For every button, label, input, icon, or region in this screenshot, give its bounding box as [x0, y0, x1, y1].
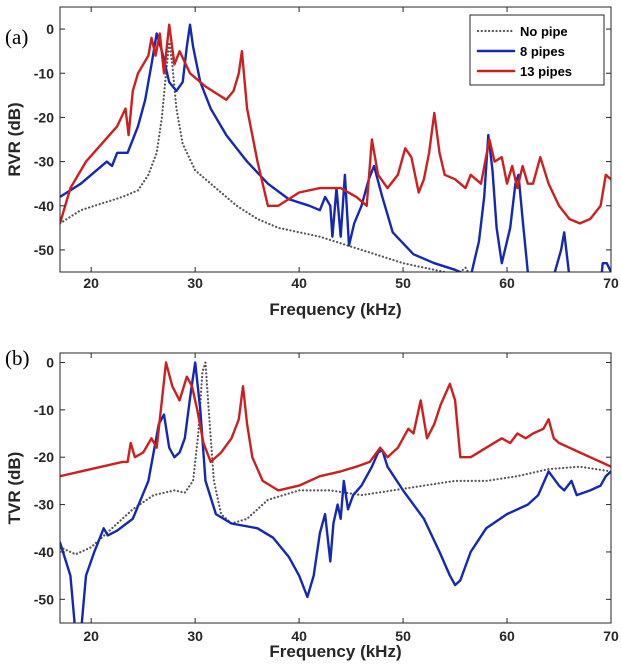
x-axis-label: Frequency (kHz) — [269, 300, 401, 319]
series-group — [60, 361, 611, 623]
x-tick-label: 60 — [499, 275, 515, 291]
x-tick-label: 50 — [395, 628, 411, 644]
x-tick-label: 70 — [603, 628, 619, 644]
legend-label: 8 pipes — [520, 44, 565, 59]
y-axis-label: RVR (dB) — [5, 102, 24, 176]
series-line-13-pipes — [60, 23, 611, 225]
y-tick-label: -30 — [34, 497, 54, 513]
legend-label: No pipe — [520, 24, 568, 39]
y-tick-label: -50 — [34, 591, 54, 607]
series-line-no-pipe — [60, 41, 470, 272]
legend: No pipe 8 pipes 13 pipes — [469, 14, 605, 86]
x-tick-label: 30 — [187, 275, 203, 291]
y-tick-label: 0 — [46, 21, 54, 37]
panel-label: (b) — [5, 346, 30, 370]
legend-box — [469, 14, 605, 86]
y-axis-label: TVR (dB) — [5, 452, 24, 525]
plot-frame — [59, 6, 612, 273]
y-tick-label: 0 — [46, 354, 54, 370]
x-tick-label: 50 — [395, 275, 411, 291]
y-tick-label: -40 — [34, 544, 54, 560]
series-group — [60, 23, 611, 272]
x-tick-label: 20 — [83, 275, 99, 291]
x-tick-label: 30 — [187, 628, 203, 644]
y-tick-label: -10 — [34, 65, 54, 81]
x-axis-label: Frequency (kHz) — [269, 642, 401, 661]
plot-frame — [59, 352, 612, 624]
legend-label: 13 pipes — [520, 64, 572, 79]
chart-panel-a: 20 30 40 50 60 70 0 -10 -20 -30 -40 -50 Frequency (k… — [5, 6, 619, 319]
series-line-no-pipe — [60, 361, 611, 556]
y-tick-label: -40 — [34, 198, 54, 214]
y-tick-label: -30 — [34, 154, 54, 170]
panel-label: (a) — [5, 25, 28, 49]
series-line-13-pipes — [60, 361, 611, 492]
x-tick-label: 20 — [83, 628, 99, 644]
chart-panel-b: 20 30 40 50 60 70 0 -10 -20 -30 -40 -50 Frequency (k… — [5, 346, 619, 661]
y-tick-label: -20 — [34, 449, 54, 465]
y-tick-label: -50 — [34, 242, 54, 258]
y-tick-label: -20 — [34, 109, 54, 125]
x-tick-label: 40 — [291, 275, 307, 291]
x-tick-label: 60 — [499, 628, 515, 644]
y-tick-label: -10 — [34, 402, 54, 418]
series-line-8-pipes — [60, 361, 611, 623]
x-tick-label: 40 — [291, 628, 307, 644]
x-tick-label: 70 — [603, 275, 619, 291]
